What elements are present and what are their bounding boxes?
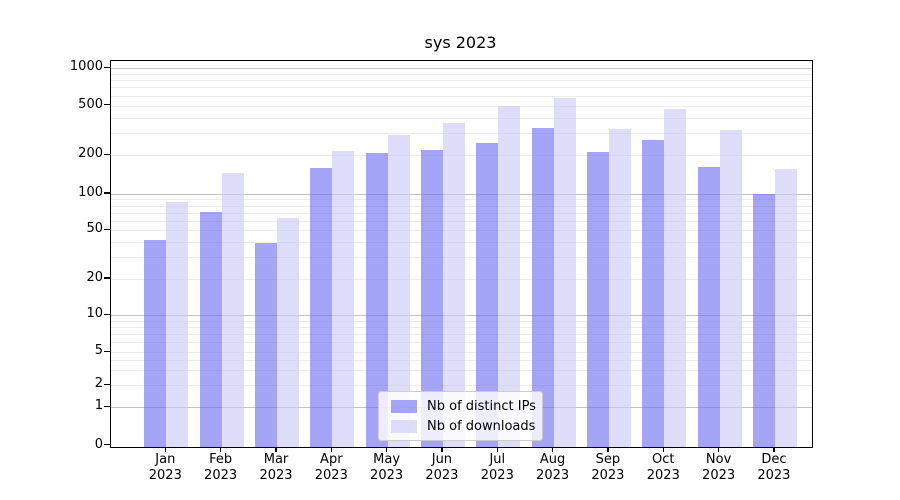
bar-distinct-ips-dec <box>752 193 775 447</box>
y-tick-label: 50 <box>86 221 103 237</box>
bar-distinct-ips-apr <box>310 167 333 447</box>
chart-title: sys 2023 <box>424 33 497 52</box>
y-tick-mark <box>104 66 110 68</box>
gridline-minor <box>111 117 812 119</box>
y-tick-mark <box>104 405 110 407</box>
bar-distinct-ips-sep <box>586 151 609 447</box>
bar-distinct-ips-oct <box>642 140 665 447</box>
x-tick-label: Sep 2023 <box>591 452 625 483</box>
gridline-minor <box>111 87 812 89</box>
legend-swatch-downloads <box>391 419 417 433</box>
y-tick-mark <box>104 104 110 106</box>
x-tick-label: Apr 2023 <box>314 452 348 483</box>
x-tick-mark <box>441 447 443 452</box>
x-tick-label: Feb 2023 <box>204 452 238 483</box>
y-tick-mark <box>104 383 110 385</box>
gridline-minor <box>111 105 812 107</box>
legend-item-distinct-ips: Nb of distinct IPs <box>391 396 536 416</box>
y-tick-label: 1 <box>94 398 103 413</box>
bar-distinct-ips-jan <box>144 239 167 447</box>
bar-distinct-ips-aug <box>531 127 554 447</box>
gridline-minor <box>111 95 812 97</box>
x-tick-label: Jul 2023 <box>480 452 514 483</box>
x-tick-mark <box>330 447 332 452</box>
bar-downloads-sep <box>608 129 631 447</box>
bar-distinct-ips-jun <box>420 149 443 447</box>
bar-downloads-jul <box>498 105 521 447</box>
x-tick-mark <box>496 447 498 452</box>
bar-distinct-ips-mar <box>255 243 277 447</box>
y-tick-label: 10 <box>86 306 103 321</box>
bar-downloads-jan <box>166 202 189 447</box>
bar-distinct-ips-jul <box>476 142 499 447</box>
bar-downloads-oct <box>664 109 687 447</box>
y-tick-mark <box>104 313 110 315</box>
x-tick-label: Mar 2023 <box>259 452 293 483</box>
y-tick-label: 200 <box>78 146 103 161</box>
bar-downloads-feb <box>221 173 244 447</box>
bar-downloads-mar <box>277 218 299 447</box>
bar-downloads-aug <box>553 98 576 447</box>
y-tick-mark <box>104 192 110 194</box>
y-tick-mark <box>104 153 110 155</box>
legend-item-downloads: Nb of downloads <box>391 416 536 436</box>
x-tick-mark <box>164 447 166 452</box>
x-tick-label: Aug 2023 <box>536 452 570 483</box>
gridline-major <box>111 68 812 69</box>
x-tick-label: May 2023 <box>370 452 404 483</box>
y-tick-label: 500 <box>78 96 103 112</box>
x-tick-mark <box>773 447 775 452</box>
x-tick-mark <box>607 447 609 452</box>
x-tick-label: Jan 2023 <box>148 452 182 483</box>
y-tick-label: 2 <box>94 376 103 391</box>
y-tick-mark <box>104 350 110 352</box>
bar-downloads-nov <box>719 129 742 447</box>
legend-label-distinct-ips: Nb of distinct IPs <box>427 398 536 414</box>
bar-downloads-dec <box>774 169 797 447</box>
x-tick-mark <box>717 447 720 452</box>
legend-swatch-distinct-ips <box>391 399 417 413</box>
bar-downloads-may <box>387 134 410 447</box>
gridline-minor <box>111 80 812 82</box>
x-tick-mark <box>385 447 388 452</box>
y-tick-label: 20 <box>86 269 103 285</box>
bar-distinct-ips-may <box>365 153 388 447</box>
y-tick-label: 100 <box>78 184 103 200</box>
plot-area <box>110 60 813 448</box>
y-tick-mark <box>104 277 110 279</box>
x-tick-mark <box>662 447 664 452</box>
x-tick-label: Dec 2023 <box>757 452 791 483</box>
y-tick-label: 1000 <box>69 59 103 74</box>
x-tick-mark <box>275 447 277 452</box>
x-tick-label: Jun 2023 <box>425 452 459 483</box>
x-tick-label: Oct 2023 <box>646 452 680 483</box>
legend: Nb of distinct IPs Nb of downloads <box>378 391 543 441</box>
bar-downloads-jun <box>442 122 465 447</box>
bar-distinct-ips-feb <box>199 211 222 447</box>
y-tick-label: 0 <box>94 436 103 452</box>
x-tick-label: Nov 2023 <box>702 452 736 483</box>
bar-downloads-apr <box>332 150 355 447</box>
y-tick-mark <box>104 228 110 231</box>
legend-label-downloads: Nb of downloads <box>427 418 536 434</box>
y-tick-label: 5 <box>94 343 103 358</box>
y-tick-mark <box>104 444 110 446</box>
bar-distinct-ips-nov <box>697 166 720 447</box>
x-tick-mark <box>219 447 222 452</box>
x-tick-mark <box>551 447 554 452</box>
gridline-minor <box>111 73 812 75</box>
